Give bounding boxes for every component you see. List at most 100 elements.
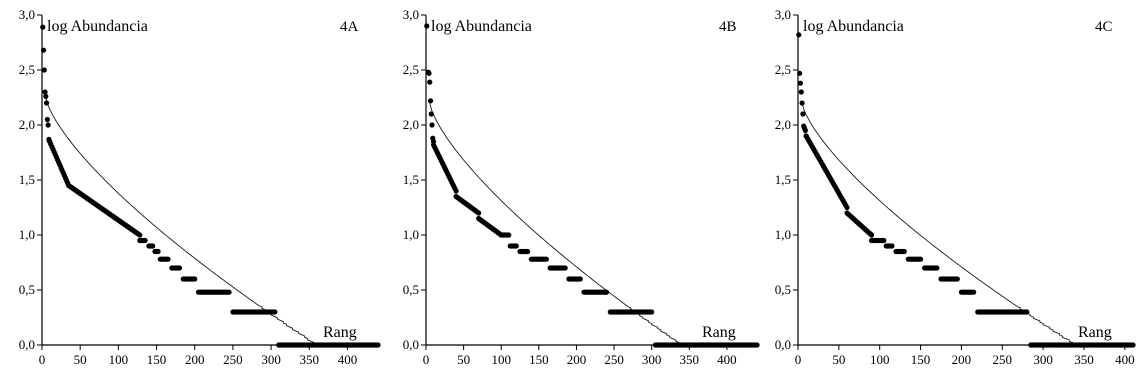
data-point bbox=[797, 80, 804, 86]
data-point bbox=[754, 342, 760, 348]
x-tick-label: 0 bbox=[423, 352, 430, 367]
data-point bbox=[453, 188, 459, 194]
data-point bbox=[603, 289, 610, 295]
x-tick-label: 300 bbox=[1033, 352, 1053, 367]
y-tick-label: 3,0 bbox=[19, 7, 35, 22]
data-point bbox=[954, 276, 960, 282]
y-tick-label: 1,0 bbox=[19, 227, 35, 242]
data-point bbox=[800, 111, 806, 117]
data-point bbox=[917, 256, 924, 262]
x-tick-label: 400 bbox=[717, 352, 737, 367]
y-tick-label: 1,5 bbox=[403, 172, 419, 187]
y-tick-label: 1,0 bbox=[403, 227, 419, 242]
y-tick-label: 3,0 bbox=[403, 7, 419, 22]
data-point bbox=[577, 276, 583, 282]
x-axis-title: Rang bbox=[702, 324, 736, 341]
x-tick-label: 250 bbox=[993, 352, 1013, 367]
y-axis-title: log Abundancia bbox=[803, 18, 904, 35]
y-tick-label: 2,5 bbox=[403, 62, 419, 77]
data-point bbox=[901, 248, 907, 255]
x-tick-label: 350 bbox=[1074, 352, 1094, 367]
data-point bbox=[176, 265, 183, 271]
data-point bbox=[137, 232, 143, 238]
x-tick-label: 200 bbox=[185, 352, 205, 367]
y-tick-label: 1,5 bbox=[19, 172, 35, 187]
panel-label: 4C bbox=[1095, 19, 1113, 35]
x-tick-label: 200 bbox=[952, 352, 972, 367]
data-point bbox=[543, 256, 549, 262]
y-axis-title: log Abundancia bbox=[431, 18, 532, 35]
y-tick-label: 0,0 bbox=[403, 337, 419, 352]
x-tick-label: 400 bbox=[338, 352, 358, 367]
x-axis-title: Rang bbox=[1078, 324, 1112, 341]
data-point bbox=[272, 309, 278, 315]
data-point bbox=[802, 127, 808, 134]
y-tick-label: 0,5 bbox=[403, 282, 419, 297]
y-tick-label: 1,0 bbox=[775, 227, 791, 242]
x-tick-label: 400 bbox=[1115, 352, 1135, 367]
x-tick-label: 300 bbox=[642, 352, 662, 367]
x-tick-label: 350 bbox=[680, 352, 700, 367]
x-tick-label: 150 bbox=[911, 352, 931, 367]
data-point bbox=[424, 23, 430, 29]
x-tick-label: 50 bbox=[457, 352, 470, 367]
x-tick-label: 100 bbox=[491, 352, 511, 367]
x-axis-title: Rang bbox=[323, 324, 357, 341]
x-tick-label: 150 bbox=[529, 352, 549, 367]
data-point bbox=[155, 248, 161, 255]
data-point bbox=[476, 210, 482, 216]
x-tick-label: 200 bbox=[567, 352, 587, 367]
data-point bbox=[40, 47, 47, 53]
y-tick-label: 3,0 bbox=[775, 7, 791, 22]
data-point bbox=[165, 256, 171, 262]
chart-panel-4c: 0,0 0,5 1,0 1,5 2,0 2,5 3,0 0 50 100 150 200 250 300 3… bbox=[775, 7, 1136, 367]
data-point bbox=[427, 79, 433, 85]
data-point bbox=[42, 89, 48, 95]
panel-label: 4A bbox=[340, 19, 359, 35]
data-point bbox=[1024, 309, 1030, 315]
data-point bbox=[43, 100, 50, 106]
data-point bbox=[649, 309, 655, 315]
data-point bbox=[142, 237, 148, 244]
data-point bbox=[428, 111, 434, 117]
x-tick-label: 0 bbox=[795, 352, 802, 367]
data-point bbox=[150, 243, 156, 249]
data-point bbox=[226, 289, 232, 295]
data-point bbox=[41, 67, 47, 73]
data-point bbox=[45, 122, 51, 128]
y-tick-label: 0,0 bbox=[19, 337, 35, 352]
data-point bbox=[506, 232, 512, 238]
data-point bbox=[429, 122, 435, 128]
data-point bbox=[799, 100, 805, 106]
data-point bbox=[798, 89, 804, 95]
y-tick-label: 2,0 bbox=[403, 117, 419, 132]
data-point bbox=[40, 24, 46, 30]
data-point bbox=[513, 243, 519, 249]
data-point bbox=[562, 265, 568, 271]
x-tick-label: 50 bbox=[74, 352, 87, 367]
y-tick-label: 0,0 bbox=[775, 337, 791, 352]
y-tick-label: 1,5 bbox=[775, 172, 791, 187]
x-tick-label: 100 bbox=[109, 352, 129, 367]
data-point bbox=[427, 98, 434, 104]
panel-label: 4B bbox=[719, 19, 737, 35]
data-point bbox=[524, 248, 531, 255]
x-tick-label: 350 bbox=[300, 352, 320, 367]
data-point bbox=[881, 237, 887, 244]
data-point bbox=[934, 265, 940, 271]
data-point bbox=[889, 243, 895, 249]
y-tick-label: 2,5 bbox=[775, 62, 791, 77]
chart-panel-4b: 0,0 0,5 1,0 1,5 2,0 2,5 3,0 0 50 100 150 200 250 300 3… bbox=[403, 7, 760, 367]
data-point bbox=[192, 276, 198, 282]
data-point bbox=[375, 342, 381, 348]
fitted-curve bbox=[801, 102, 1076, 346]
x-tick-label: 150 bbox=[147, 352, 167, 367]
fitted-curve bbox=[429, 102, 682, 346]
x-tick-label: 250 bbox=[223, 352, 243, 367]
y-axis-title: log Abundancia bbox=[47, 18, 148, 35]
data-point bbox=[971, 289, 977, 295]
fitted-curve bbox=[45, 97, 318, 346]
data-point bbox=[844, 204, 850, 211]
x-tick-label: 250 bbox=[604, 352, 624, 367]
